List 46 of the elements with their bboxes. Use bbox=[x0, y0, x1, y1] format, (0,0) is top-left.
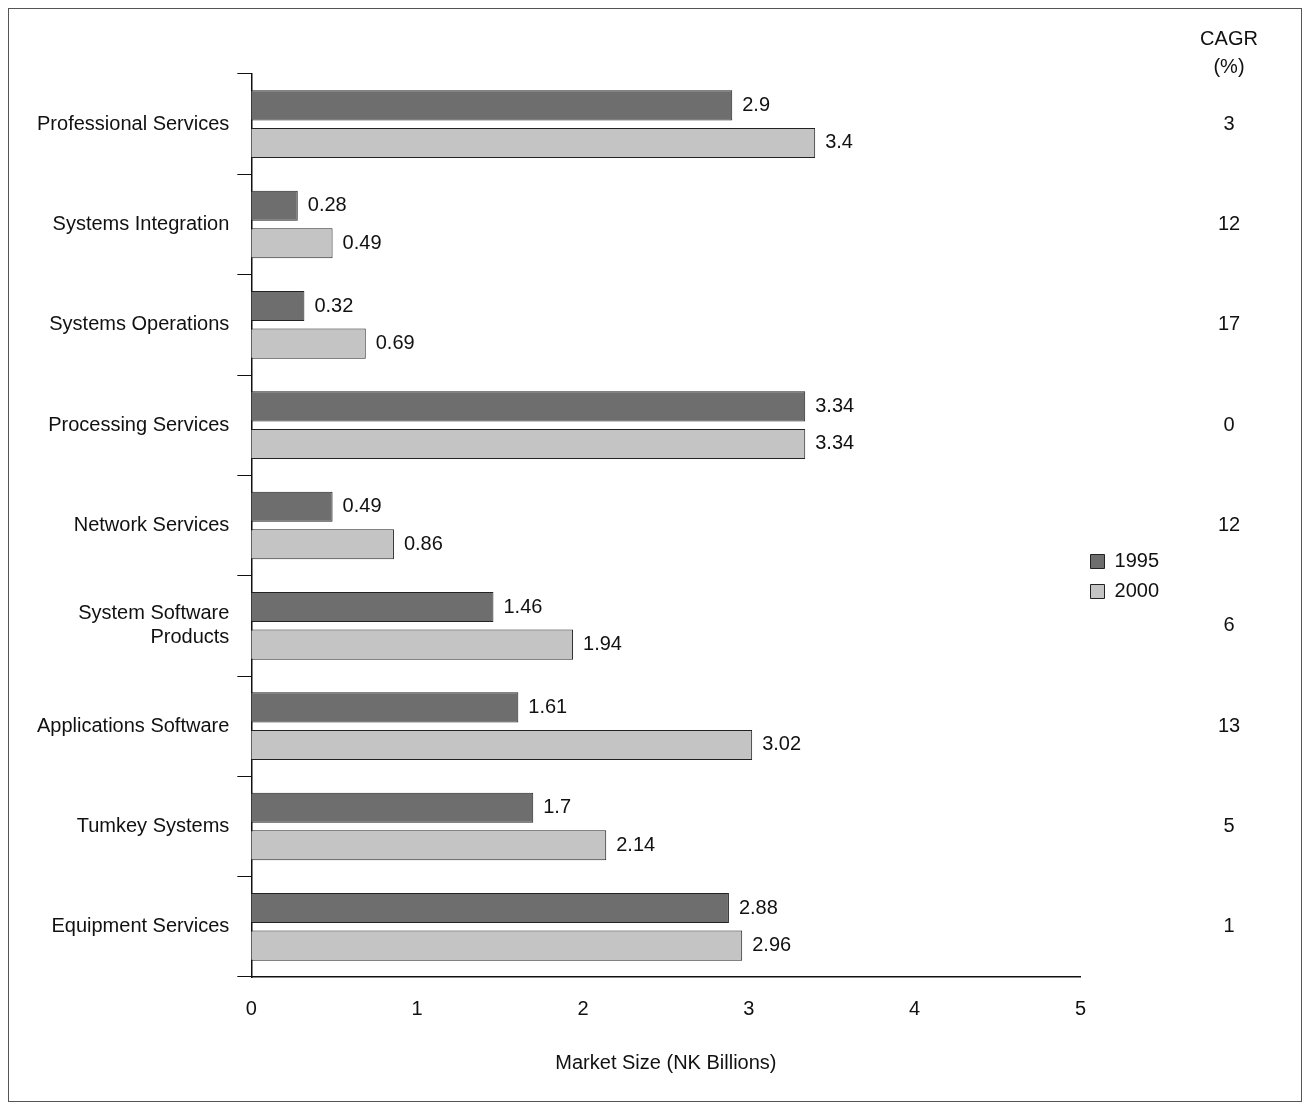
data-label: 1.61 bbox=[528, 694, 568, 717]
y-tick-label: Applications Software bbox=[37, 713, 230, 736]
y-tick-label: System Software Products bbox=[78, 601, 230, 648]
text: 12 bbox=[1217, 513, 1241, 536]
data-label: 0.28 bbox=[307, 193, 347, 216]
x-tick-label: 2 bbox=[577, 996, 589, 1019]
y-tick-label: Professional Services bbox=[37, 111, 230, 134]
y-tick-label: Systems Integration bbox=[52, 212, 230, 235]
data-label: 0.32 bbox=[314, 293, 354, 316]
data-label: 1.94 bbox=[583, 632, 622, 655]
data-label: 0.69 bbox=[375, 331, 415, 354]
data-label: 2.96 bbox=[752, 933, 792, 956]
x-tick-label: 0 bbox=[245, 996, 257, 1019]
y-tick-label: Equipment Services bbox=[51, 914, 230, 937]
data-label: 1.7 bbox=[543, 795, 572, 818]
y-tick-label: Tumkey Systems bbox=[76, 814, 230, 837]
data-label: 1.46 bbox=[503, 594, 543, 617]
text: 17 bbox=[1217, 312, 1241, 335]
text: 13 bbox=[1217, 713, 1241, 736]
text: 0 bbox=[1223, 412, 1235, 435]
text: 12 bbox=[1217, 212, 1241, 235]
data-label: 0.49 bbox=[342, 230, 382, 253]
text: 6 bbox=[1223, 613, 1235, 636]
y-tick-label: Processing Services bbox=[48, 412, 230, 435]
data-label: 3.4 bbox=[825, 130, 853, 153]
data-label: 2.14 bbox=[616, 832, 656, 855]
x-tick-label: 5 bbox=[1074, 996, 1087, 1019]
data-label: 0.49 bbox=[342, 494, 382, 517]
data-label: 3.02 bbox=[762, 732, 802, 755]
x-tick-label: 1 bbox=[411, 996, 423, 1019]
legend-label: 1995 bbox=[1114, 549, 1160, 572]
text: 1 bbox=[1223, 914, 1235, 937]
data-label: 3.34 bbox=[815, 393, 855, 416]
text: 5 bbox=[1223, 814, 1235, 837]
y-tick-label: Systems Operations bbox=[49, 312, 230, 335]
text: 3 bbox=[1223, 111, 1235, 134]
data-label: 2.88 bbox=[738, 895, 778, 918]
legend-label: 2000 bbox=[1114, 579, 1160, 602]
data-label: 2.9 bbox=[742, 92, 771, 115]
x-axis-title: Market Size (NK Billions) bbox=[555, 1050, 777, 1073]
data-label: 0.86 bbox=[403, 531, 443, 554]
x-tick-label: 3 bbox=[743, 996, 755, 1019]
y-tick-label: Network Services bbox=[73, 513, 230, 536]
text: CAGR (%) bbox=[1200, 26, 1258, 77]
data-label: 3.34 bbox=[815, 431, 855, 454]
x-tick-label: 4 bbox=[909, 996, 921, 1019]
